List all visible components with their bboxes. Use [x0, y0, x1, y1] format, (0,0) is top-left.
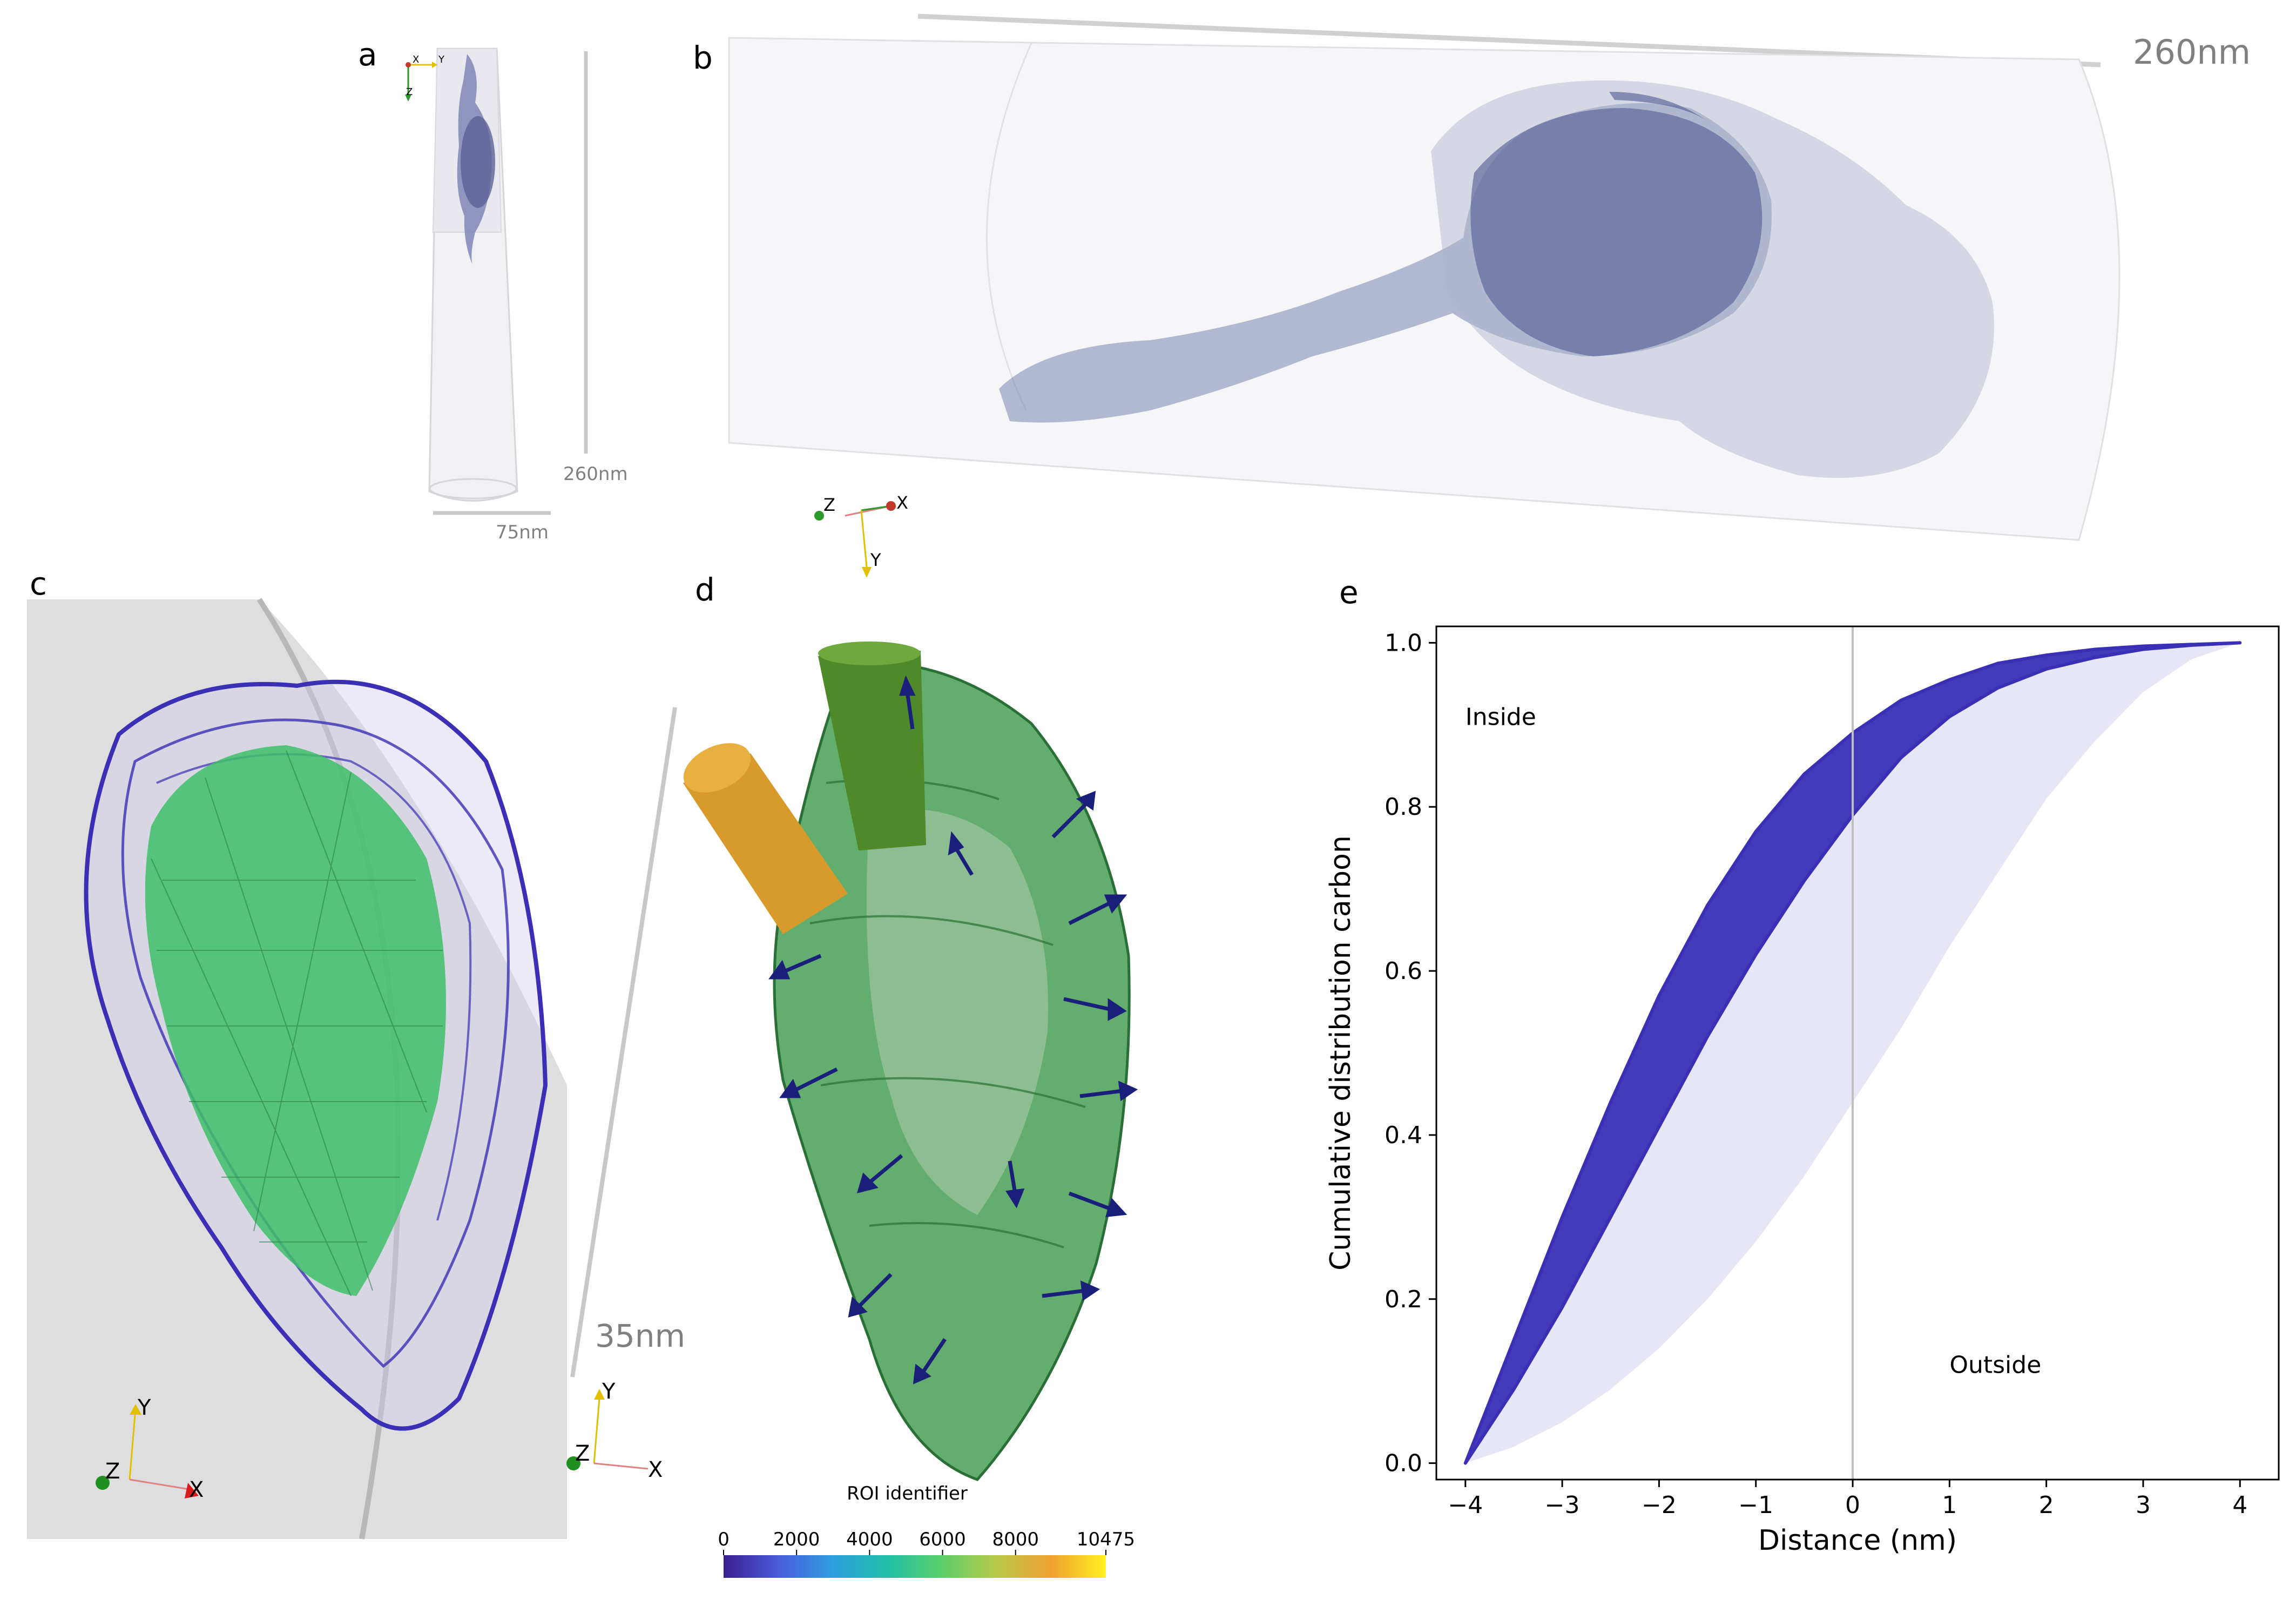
panel-c-label: c	[30, 565, 47, 602]
green-core	[145, 745, 446, 1296]
panel-d-axes: Y Z X	[566, 1379, 663, 1482]
cylinder	[728, 37, 2121, 541]
x-tick-label: −1	[1738, 1491, 1773, 1519]
colorbar-tick-label: 2000	[773, 1529, 820, 1550]
panel-d-figure: Y Z X	[566, 642, 1138, 1482]
colorbar-tick-label: 10475	[1077, 1529, 1135, 1550]
panel-a-figure: X Y Z	[405, 48, 588, 515]
y-tick-label: 0.2	[1385, 1286, 1422, 1313]
cylinder-back	[985, 43, 1032, 411]
colorbar-title: ROI identifier	[847, 1483, 968, 1504]
panel-a-scale-horizontal: 75nm	[496, 522, 549, 543]
colorbar-tick-label: 0	[718, 1529, 730, 1550]
x-tick-label: −4	[1448, 1491, 1483, 1519]
panel-c-figure: Y Z X	[27, 598, 567, 1540]
x-axis-label: Distance (nm)	[1758, 1524, 1957, 1557]
panel-a-scale-vertical: 260nm	[563, 463, 628, 485]
panel-a-label: a	[358, 36, 377, 73]
panel-d-scale: 35nm	[595, 1318, 686, 1354]
panel-c-axes: Y Z X	[96, 1395, 204, 1502]
particle-cloud	[999, 80, 1994, 478]
cdf-chart: −4 −3 −2 −1 0 1 2 3 4 0.0 0.2 0.4 0.6 0.8 1.0 Inside O…	[1325, 625, 2280, 1557]
colorbar-tick-label: 4000	[846, 1529, 893, 1550]
cylinder-green	[818, 642, 926, 850]
normal-arrows	[768, 675, 1138, 1385]
panel-a-axes: X Y Z	[405, 54, 445, 102]
plot-frame	[1435, 625, 2280, 1481]
chart-annotation: Inside	[1466, 703, 1536, 731]
chart-annotation: Outside	[1949, 1352, 2041, 1379]
tube-bottom	[429, 478, 517, 499]
panel-b-figure: X Z Y	[728, 13, 2121, 578]
y-axis-label: Cumulative distribution carbon	[1325, 835, 1357, 1271]
cylinder-orange	[683, 743, 848, 934]
axis-z-label: Z	[823, 495, 835, 515]
x-tick-label: 4	[2232, 1491, 2247, 1519]
panel-e-label: e	[1339, 574, 1359, 611]
colorbar-tick-label: 8000	[992, 1529, 1039, 1550]
y-tick-label: 1.0	[1385, 629, 1422, 657]
x-tick-label: 0	[1845, 1491, 1860, 1519]
colorbar-gradient	[724, 1555, 1106, 1578]
x-tick-label: 2	[2039, 1491, 2054, 1519]
axis-y-label: Y	[438, 54, 445, 65]
panel-b-axes: X Z Y	[814, 492, 908, 578]
axis-z-label: Z	[406, 86, 413, 98]
panel-b-label: b	[693, 39, 713, 76]
x-tick-label: 1	[1942, 1491, 1957, 1519]
axis-x-label: X	[189, 1477, 204, 1502]
axis-z-label: Z	[105, 1459, 120, 1484]
y-tick-label: 0.0	[1385, 1450, 1422, 1477]
y-tick-label: 0.8	[1385, 793, 1422, 821]
x-tick-label: −3	[1545, 1491, 1580, 1519]
axis-x-label: X	[648, 1457, 663, 1482]
axis-y-label: Y	[602, 1379, 616, 1404]
colorbar: 0 2000 4000 6000 8000 10475	[718, 1529, 1135, 1578]
x-tick-label: −2	[1642, 1491, 1677, 1519]
axis-y-label: Y	[870, 550, 881, 570]
x-tick-label: 3	[2136, 1491, 2151, 1519]
axis-x-label: X	[413, 54, 419, 65]
panel-b-scale: 260nm	[2133, 32, 2251, 72]
axis-z-label: Z	[575, 1441, 590, 1466]
scale-bar-d	[570, 707, 677, 1378]
axis-y-label: Y	[137, 1395, 151, 1420]
y-tick-label: 0.6	[1385, 957, 1422, 985]
colorbar-tick-label: 6000	[919, 1529, 966, 1550]
y-tick-label: 0.4	[1385, 1122, 1422, 1149]
axis-x-label: X	[896, 492, 908, 513]
panel-d-label: d	[695, 571, 715, 608]
